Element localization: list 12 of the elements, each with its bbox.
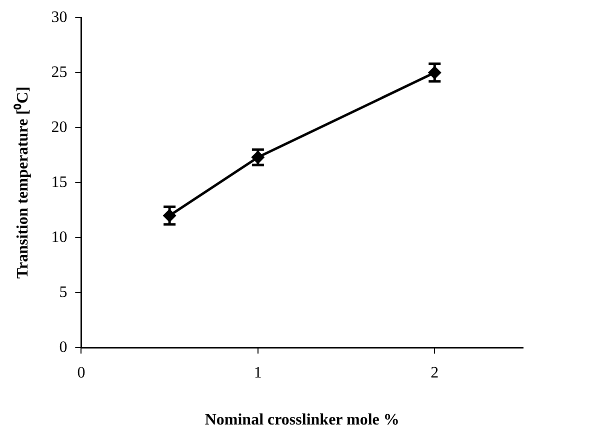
x-tick-label: 0 — [77, 364, 86, 382]
y-tick-label: 5 — [59, 284, 68, 301]
x-tick-label: 2 — [430, 364, 439, 382]
y-axis-title: Transition temperature [⁰C] — [14, 86, 32, 279]
y-tick-label: 30 — [51, 8, 68, 26]
x-axis-title: Nominal crosslinker mole % — [204, 412, 400, 429]
x-tick-label: 1 — [254, 364, 262, 382]
y-tick-label: 25 — [51, 64, 68, 81]
y-tick-label: 20 — [51, 118, 68, 136]
y-tick-label: 0 — [59, 338, 68, 356]
y-tick-label: 10 — [51, 228, 68, 246]
y-tick-label: 15 — [51, 174, 68, 191]
